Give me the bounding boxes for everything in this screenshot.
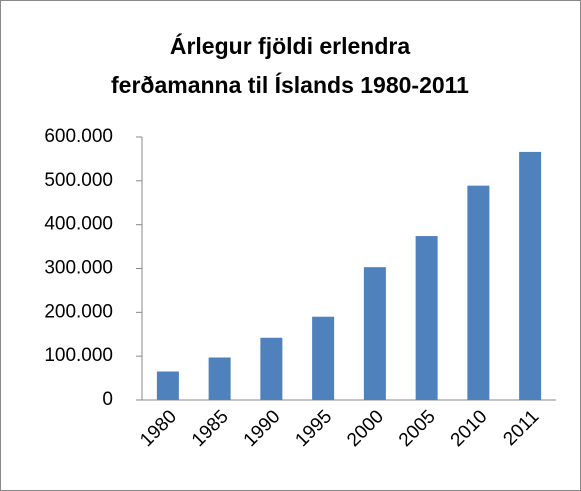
y-tick-label: 500.000	[44, 170, 113, 191]
y-tick-label: 300.000	[44, 258, 113, 279]
chart-title: ferðamanna til Íslands 1980-2011	[111, 71, 469, 98]
y-tick-label: 0	[102, 389, 113, 410]
y-tick-label: 200.000	[44, 301, 113, 322]
bar	[415, 236, 438, 400]
bar	[312, 316, 335, 400]
y-tick-label: 100.000	[44, 345, 113, 366]
bar	[519, 151, 542, 400]
y-tick-label: 600.000	[44, 126, 113, 147]
chart-title: Árlegur fjöldi erlendra	[170, 32, 410, 59]
y-tick-label: 400.000	[44, 214, 113, 235]
bar	[156, 371, 179, 400]
bar	[363, 267, 386, 400]
bar	[260, 337, 283, 400]
bar	[467, 185, 490, 400]
bar	[208, 357, 231, 400]
